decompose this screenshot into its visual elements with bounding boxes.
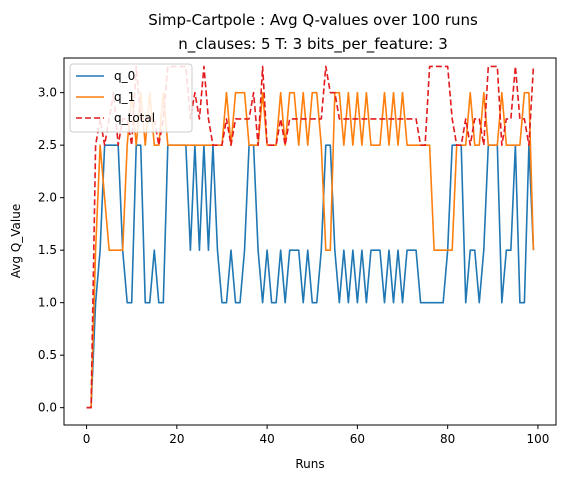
y-tick-label: 2.5 bbox=[38, 138, 57, 152]
y-axis: 0.0 0.5 1.0 1.5 2.0 2.5 3.0 bbox=[38, 86, 64, 415]
y-tick-label: 3.0 bbox=[38, 86, 57, 100]
x-axis-label: Runs bbox=[295, 457, 324, 471]
series-line-q-0 bbox=[86, 144, 535, 409]
x-tick-label: 80 bbox=[440, 432, 455, 446]
y-tick-label: 0.5 bbox=[38, 348, 57, 362]
y-tick-label: 1.0 bbox=[38, 296, 57, 310]
x-tick-label: 20 bbox=[169, 432, 184, 446]
chart-title: Simp-Cartpole : Avg Q-values over 100 ru… bbox=[148, 11, 478, 29]
legend-label-q-1: q_1 bbox=[114, 90, 135, 104]
x-axis: 0 20 40 60 80 100 bbox=[83, 425, 549, 446]
y-axis-label: Avg Q_Value bbox=[9, 204, 23, 278]
y-tick-label: 0.0 bbox=[38, 401, 57, 415]
x-tick-label: 60 bbox=[350, 432, 365, 446]
plot-frame bbox=[63, 57, 557, 426]
x-tick-label: 100 bbox=[526, 432, 549, 446]
y-tick-label: 2.0 bbox=[38, 191, 57, 205]
legend-box bbox=[69, 63, 193, 133]
x-tick-label: 40 bbox=[259, 432, 274, 446]
chart-subtitle: n_clauses: 5 T: 3 bits_per_feature: 3 bbox=[178, 35, 448, 54]
y-tick-label: 1.5 bbox=[38, 243, 57, 257]
legend-label-q-total: q_total bbox=[114, 111, 155, 125]
legend: q_0 q_1 q_total bbox=[69, 63, 193, 133]
x-tick-label: 0 bbox=[83, 432, 91, 446]
legend-label-q-0: q_0 bbox=[114, 69, 135, 83]
